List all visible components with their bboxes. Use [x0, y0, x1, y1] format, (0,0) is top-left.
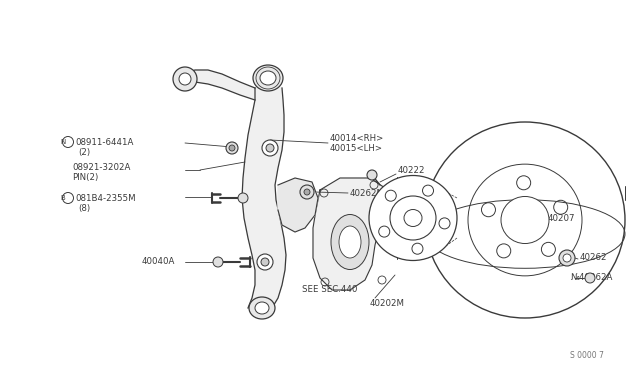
Text: N: N: [60, 139, 66, 145]
Text: PIN(2): PIN(2): [72, 173, 99, 182]
Text: B: B: [61, 195, 65, 201]
Text: 40040A: 40040A: [142, 257, 175, 266]
Circle shape: [563, 254, 571, 262]
Text: (2): (2): [78, 148, 90, 157]
Ellipse shape: [255, 302, 269, 314]
Text: 40262: 40262: [580, 253, 607, 263]
Ellipse shape: [260, 71, 276, 85]
Text: SEE SEC.440: SEE SEC.440: [302, 285, 357, 295]
Text: 40262N: 40262N: [350, 189, 384, 198]
Ellipse shape: [249, 297, 275, 319]
Text: 40014<RH>: 40014<RH>: [330, 134, 384, 142]
Circle shape: [229, 145, 235, 151]
Circle shape: [300, 185, 314, 199]
Circle shape: [261, 258, 269, 266]
Polygon shape: [242, 88, 286, 308]
Circle shape: [585, 273, 595, 283]
Text: 40207: 40207: [548, 214, 575, 222]
Polygon shape: [313, 178, 388, 290]
Circle shape: [367, 170, 377, 180]
Ellipse shape: [501, 196, 549, 244]
Polygon shape: [278, 178, 318, 232]
Text: 081B4-2355M: 081B4-2355M: [75, 193, 136, 202]
Circle shape: [179, 73, 191, 85]
Ellipse shape: [390, 196, 436, 240]
Text: 40202M: 40202M: [370, 299, 405, 308]
Circle shape: [266, 144, 274, 152]
Circle shape: [559, 250, 575, 266]
Text: S 0000 7: S 0000 7: [570, 352, 604, 360]
Ellipse shape: [369, 176, 457, 260]
Circle shape: [173, 67, 197, 91]
Circle shape: [226, 142, 238, 154]
Ellipse shape: [404, 209, 422, 227]
Text: №40262A: №40262A: [571, 273, 613, 282]
Circle shape: [257, 254, 273, 270]
Text: 40222: 40222: [398, 166, 426, 174]
Circle shape: [304, 189, 310, 195]
Text: 40015<LH>: 40015<LH>: [330, 144, 383, 153]
Polygon shape: [185, 70, 255, 100]
Circle shape: [262, 140, 278, 156]
Ellipse shape: [339, 226, 361, 258]
Circle shape: [213, 257, 223, 267]
Ellipse shape: [331, 215, 369, 269]
Text: 08911-6441A: 08911-6441A: [75, 138, 133, 147]
Text: 08921-3202A: 08921-3202A: [72, 163, 131, 171]
Ellipse shape: [253, 65, 283, 91]
Circle shape: [238, 193, 248, 203]
Text: (8): (8): [78, 203, 90, 212]
